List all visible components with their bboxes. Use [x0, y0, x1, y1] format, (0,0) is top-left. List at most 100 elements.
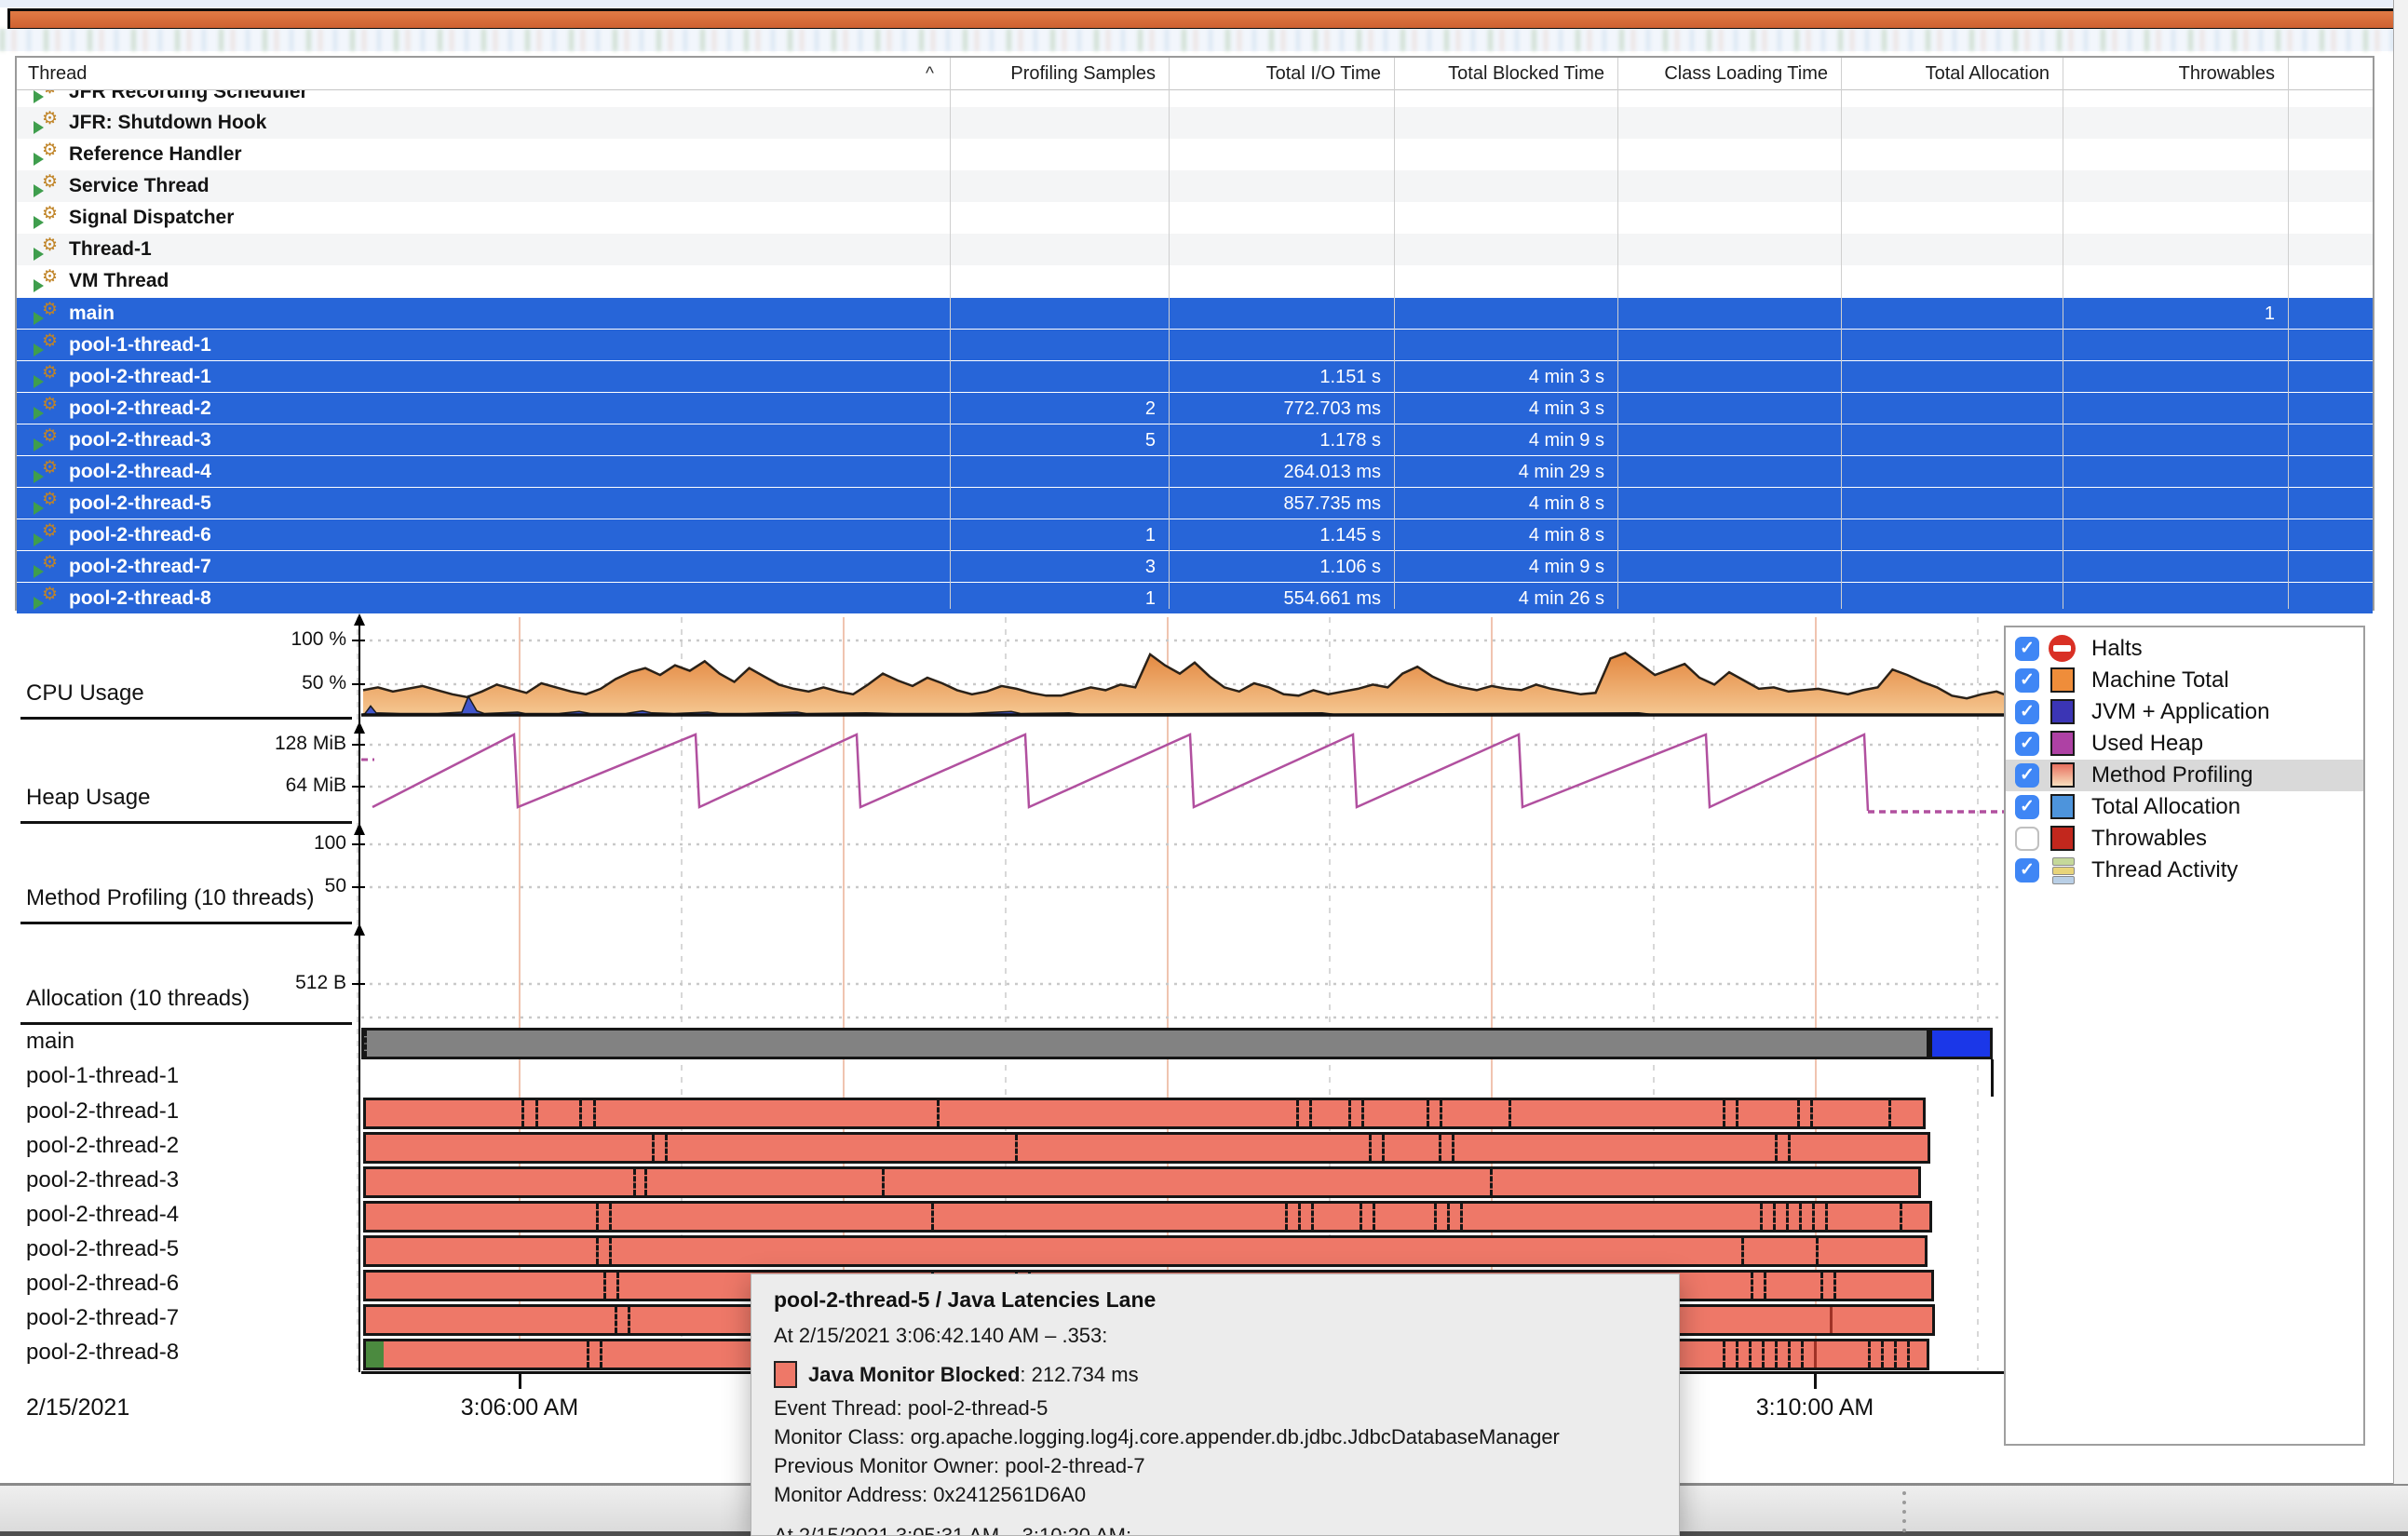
- checkbox-checked[interactable]: [2015, 732, 2039, 756]
- legend-item-method-profiling[interactable]: Method Profiling: [2006, 760, 2363, 791]
- section-label: Heap Usage: [26, 785, 151, 810]
- tooltip-monitor-address: Monitor Address: 0x2412561D6A0: [774, 1483, 1087, 1506]
- blocked-event-mark: [1751, 1273, 1753, 1299]
- checkbox-unchecked[interactable]: [2015, 827, 2039, 851]
- lane-bar-pool-2-thread-1[interactable]: [363, 1098, 1926, 1129]
- cell-blocked: 4 min 3 s: [1528, 367, 1604, 387]
- legend-item-machine-total[interactable]: Machine Total: [2006, 665, 2363, 696]
- section-label: CPU Usage: [26, 680, 144, 706]
- thread-arrow-icon: [34, 312, 44, 325]
- lane-bar-pool-2-thread-2[interactable]: [363, 1132, 1930, 1164]
- table-row[interactable]: ⚙ pool-2-thread-8 1 554.661 ms 4 min 26 s: [17, 582, 2373, 613]
- cell-io: 1.106 s: [1319, 557, 1381, 577]
- main-start-mark: [364, 1031, 367, 1057]
- checkbox-checked[interactable]: [2015, 700, 2039, 724]
- table-row[interactable]: ⚙ Reference Handler: [17, 139, 2373, 170]
- thread-gear-icon: ⚙: [42, 490, 59, 509]
- thread-gear-icon: ⚙: [42, 331, 59, 351]
- table-row[interactable]: ⚙ pool-2-thread-3 5 1.178 s 4 min 9 s: [17, 424, 2373, 455]
- legend-item-total-allocation[interactable]: Total Allocation: [2006, 791, 2363, 823]
- column-header-throwables[interactable]: Throwables: [2178, 63, 2275, 84]
- thread-arrow-icon: [34, 279, 44, 292]
- table-row[interactable]: ⚙ pool-1-thread-1: [17, 329, 2373, 360]
- lane-bar-pool-2-thread-3[interactable]: [363, 1166, 1921, 1198]
- legend-label: Throwables: [2091, 826, 2208, 851]
- blocked-event-mark: [1812, 1204, 1815, 1230]
- time-tick-1: [519, 1374, 521, 1389]
- table-row[interactable]: ⚙ pool-2-thread-4 264.013 ms 4 min 29 s: [17, 455, 2373, 487]
- lane-label-pool-2-thread-7: pool-2-thread-7: [26, 1305, 180, 1330]
- blocked-event-mark: [521, 1100, 524, 1126]
- legend-color-swatch: [2050, 762, 2075, 788]
- lane-bar-main[interactable]: [361, 1028, 1929, 1059]
- lane-label-pool-2-thread-4: pool-2-thread-4: [26, 1202, 180, 1227]
- blocked-event-mark: [1736, 1341, 1738, 1368]
- thread-name: pool-2-thread-4: [69, 461, 211, 482]
- checkbox-checked[interactable]: [2015, 795, 2039, 819]
- table-row[interactable]: ⚙ pool-2-thread-6 1 1.145 s 4 min 8 s: [17, 519, 2373, 550]
- blocked-event-mark: [1736, 1100, 1738, 1126]
- blocked-event-mark: [1797, 1100, 1800, 1126]
- legend-item-thread-activity[interactable]: Thread Activity: [2006, 855, 2363, 886]
- legend-item-halts[interactable]: Halts: [2006, 633, 2363, 665]
- column-header-profiling-samples[interactable]: Profiling Samples: [1010, 63, 1156, 84]
- cell-io: 1.151 s: [1319, 367, 1381, 387]
- column-header-total-blocked-time[interactable]: Total Blocked Time: [1448, 63, 1604, 84]
- thread-arrow-icon: [34, 248, 44, 261]
- checkbox-checked[interactable]: [2015, 668, 2039, 693]
- cell-io: 554.661 ms: [1283, 588, 1381, 609]
- blocked-event-mark: [609, 1204, 612, 1230]
- thread-gear-icon: ⚙: [42, 90, 58, 99]
- blocked-event-mark: [1760, 1204, 1763, 1230]
- table-row[interactable]: ⚙ VM Thread: [17, 265, 2373, 297]
- thread-gear-icon: ⚙: [42, 458, 59, 478]
- cell-blocked: 4 min 8 s: [1528, 525, 1604, 546]
- checkbox-checked[interactable]: [2015, 637, 2039, 661]
- column-header-class-loading-time[interactable]: Class Loading Time: [1664, 63, 1828, 84]
- checkbox-checked[interactable]: [2015, 763, 2039, 788]
- thread-gear-icon: ⚙: [42, 426, 59, 446]
- blocked-event-mark: [1762, 1341, 1765, 1368]
- lane-bar-pool-2-thread-5[interactable]: [363, 1235, 1928, 1267]
- table-row[interactable]: ⚙ Service Thread: [17, 170, 2373, 202]
- top-activity-bar[interactable]: [7, 8, 2399, 31]
- thread-icon: ⚙: [34, 395, 61, 421]
- blocked-event-mark: [596, 1204, 599, 1230]
- column-divider: [1841, 58, 1842, 609]
- column-header-total-i-o-time[interactable]: Total I/O Time: [1265, 63, 1381, 84]
- legend-item-throwables[interactable]: Throwables: [2006, 823, 2363, 855]
- blocked-event-mark: [593, 1100, 596, 1126]
- blocked-event-mark: [609, 1238, 612, 1264]
- sort-ascending-icon[interactable]: ^: [926, 64, 934, 84]
- event-divider-mark: [1830, 1307, 1833, 1333]
- table-row[interactable]: ⚙ JFR: Shutdown Hook: [17, 107, 2373, 139]
- main-lane-allocation-segment: [1929, 1028, 1993, 1059]
- blocked-event-mark: [616, 1273, 619, 1299]
- blocked-event-mark: [937, 1100, 940, 1126]
- column-header-thread[interactable]: Thread: [28, 63, 88, 84]
- lane-label-pool-2-thread-8: pool-2-thread-8: [26, 1340, 180, 1365]
- table-row-content: ⚙ pool-2-thread-3 5 1.178 s 4 min 9 s: [17, 424, 2373, 456]
- blocked-event-mark: [1894, 1341, 1897, 1368]
- table-row[interactable]: ⚙ main 1: [17, 297, 2373, 329]
- column-divider: [2288, 58, 2289, 609]
- thread-icon: ⚙: [34, 141, 61, 167]
- legend-item-jvm-application[interactable]: JVM + Application: [2006, 696, 2363, 728]
- table-row[interactable]: ⚙ JFR Recording Scheduler: [17, 90, 2373, 107]
- panel-resize-handle[interactable]: [1902, 1491, 1908, 1532]
- thread-start-segment: [366, 1341, 384, 1368]
- cell-samples: 5: [1144, 430, 1156, 451]
- blocked-event-mark: [1361, 1100, 1364, 1126]
- table-row[interactable]: ⚙ pool-2-thread-5 857.735 ms 4 min 8 s: [17, 487, 2373, 519]
- checkbox-checked[interactable]: [2015, 858, 2039, 883]
- lane-label-pool-2-thread-3: pool-2-thread-3: [26, 1167, 180, 1192]
- lane-bar-pool-2-thread-4[interactable]: [363, 1201, 1932, 1233]
- table-row[interactable]: ⚙ pool-2-thread-1 1.151 s 4 min 3 s: [17, 360, 2373, 392]
- table-row[interactable]: ⚙ Signal Dispatcher: [17, 202, 2373, 234]
- table-row[interactable]: ⚙ Thread-1: [17, 234, 2373, 265]
- table-row[interactable]: ⚙ pool-2-thread-7 3 1.106 s 4 min 9 s: [17, 550, 2373, 582]
- column-divider: [1617, 58, 1618, 609]
- column-header-total-allocation[interactable]: Total Allocation: [1925, 63, 2050, 84]
- legend-item-used-heap[interactable]: Used Heap: [2006, 728, 2363, 760]
- table-row[interactable]: ⚙ pool-2-thread-2 2 772.703 ms 4 min 3 s: [17, 392, 2373, 424]
